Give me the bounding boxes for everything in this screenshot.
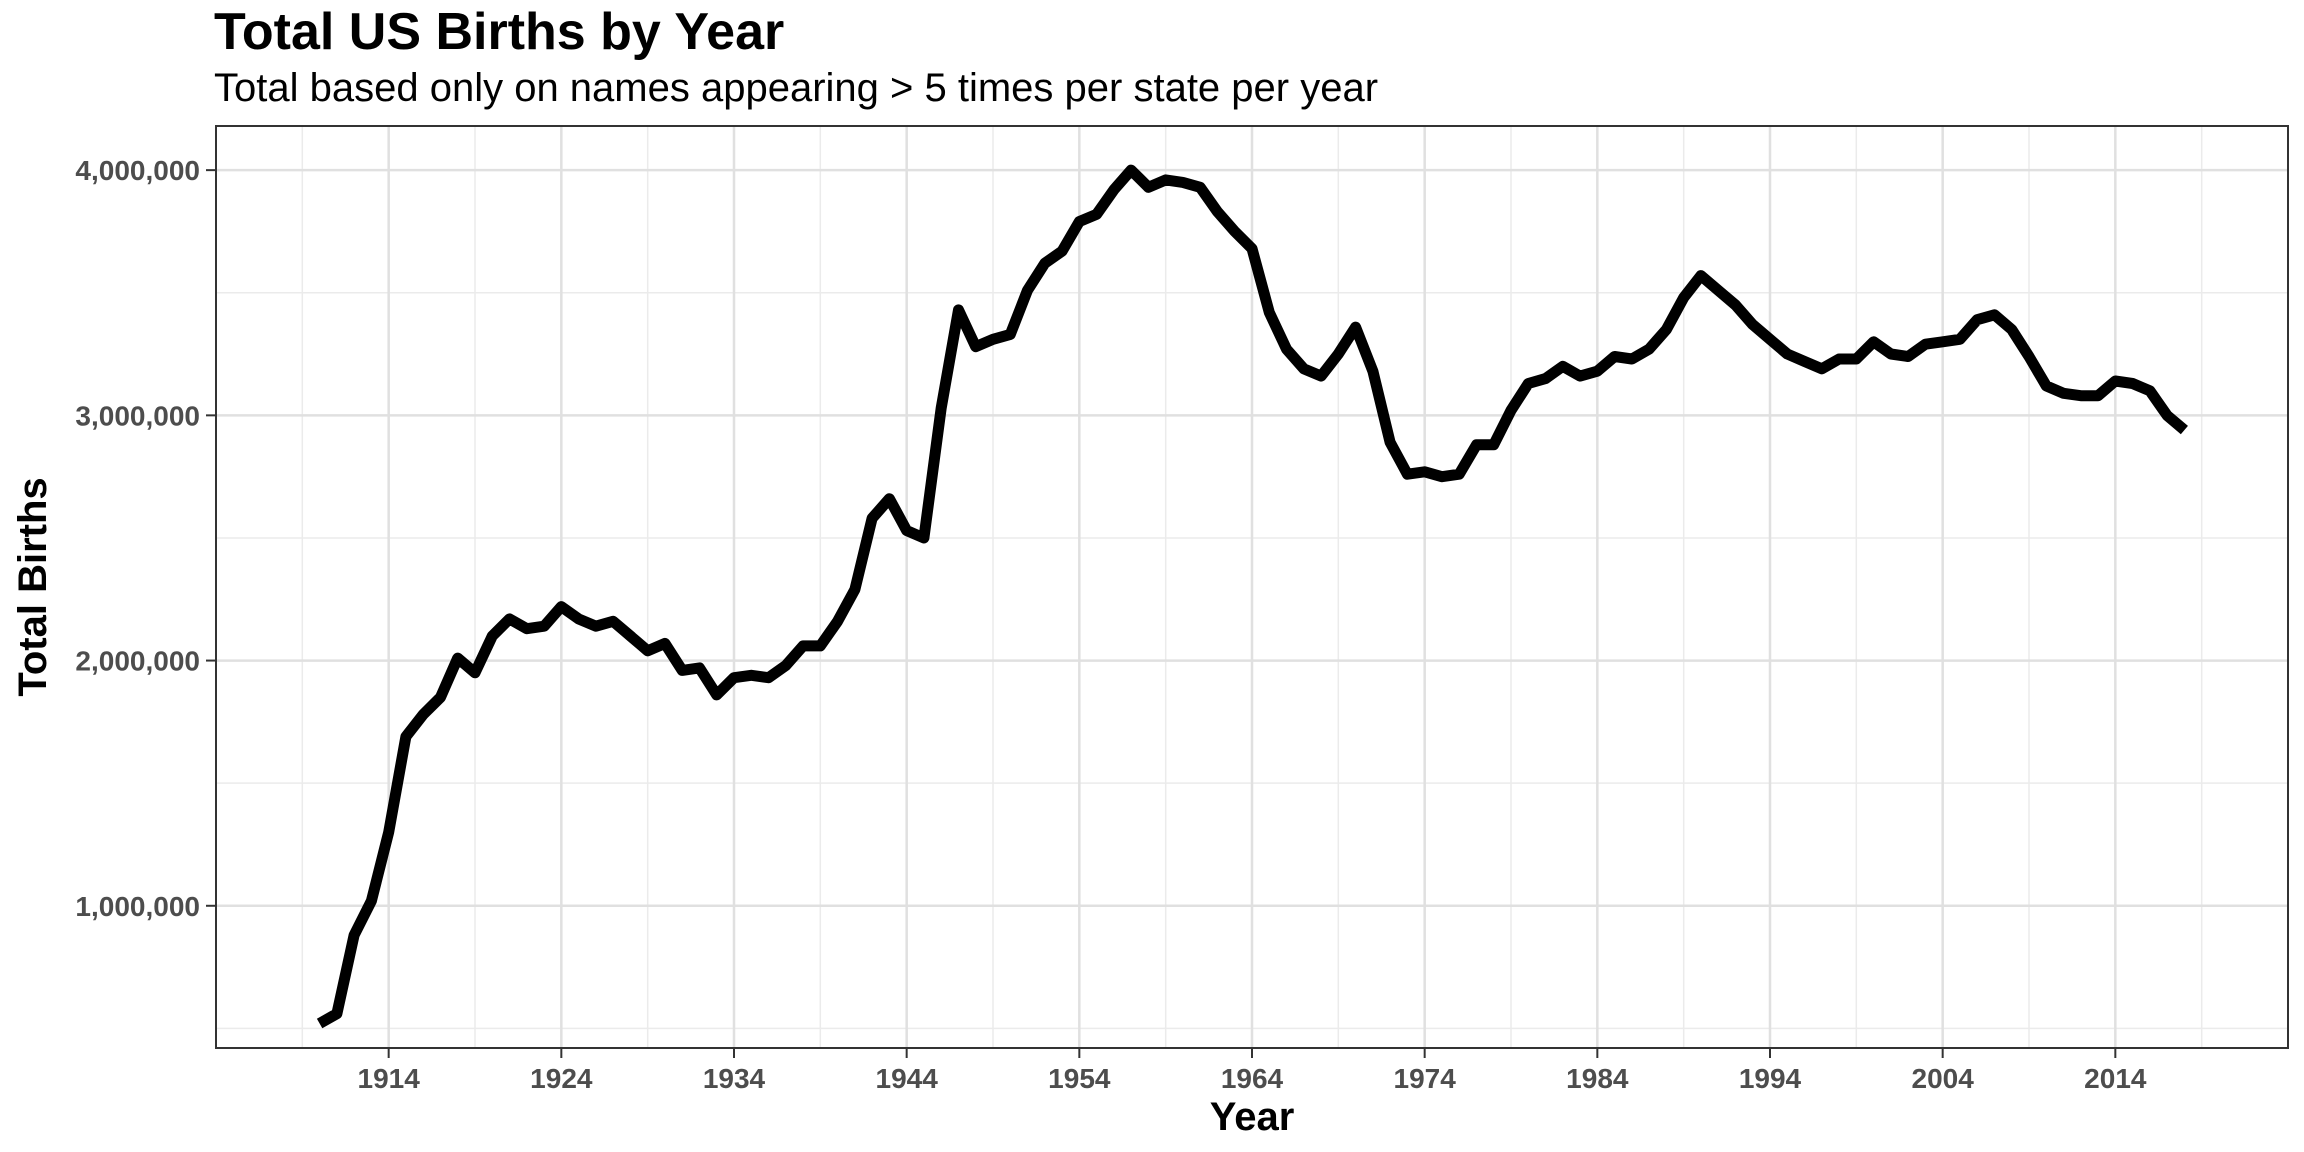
- x-tick-label: 1974: [1394, 1063, 1457, 1094]
- x-tick-label: 1984: [1566, 1063, 1629, 1094]
- chart-subtitle: Total based only on names appearing > 5 …: [214, 66, 1379, 110]
- x-tick-label: 1934: [703, 1063, 766, 1094]
- x-tick-label: 2014: [2084, 1063, 2147, 1094]
- x-tick-label: 1994: [1739, 1063, 1802, 1094]
- major-gridlines: [216, 126, 2288, 1048]
- x-axis: 1914 1924 1934 1944 1954 1964 1974 1984 1994 2004…: [358, 1048, 2147, 1094]
- y-tick-label: 1,000,000: [75, 891, 200, 922]
- series-layer: [316, 164, 2188, 1029]
- x-tick-label: 1914: [358, 1063, 421, 1094]
- x-tick-label: 1924: [530, 1063, 593, 1094]
- y-axis: 1,000,000 2,000,000 3,000,000 4,000,000: [75, 155, 216, 922]
- y-axis-title: Total Births: [11, 477, 55, 696]
- y-tick-label: 3,000,000: [75, 400, 200, 431]
- x-tick-label: 1964: [1221, 1063, 1284, 1094]
- x-tick-label: 1944: [876, 1063, 939, 1094]
- x-tick-label: 2004: [1912, 1063, 1975, 1094]
- chart-title: Total US Births by Year: [214, 3, 785, 61]
- x-tick-label: 1954: [1048, 1063, 1111, 1094]
- y-tick-label: 4,000,000: [75, 155, 200, 186]
- y-tick-label: 2,000,000: [75, 646, 200, 677]
- x-axis-title: Year: [1210, 1095, 1295, 1139]
- series-line: [316, 164, 2188, 1029]
